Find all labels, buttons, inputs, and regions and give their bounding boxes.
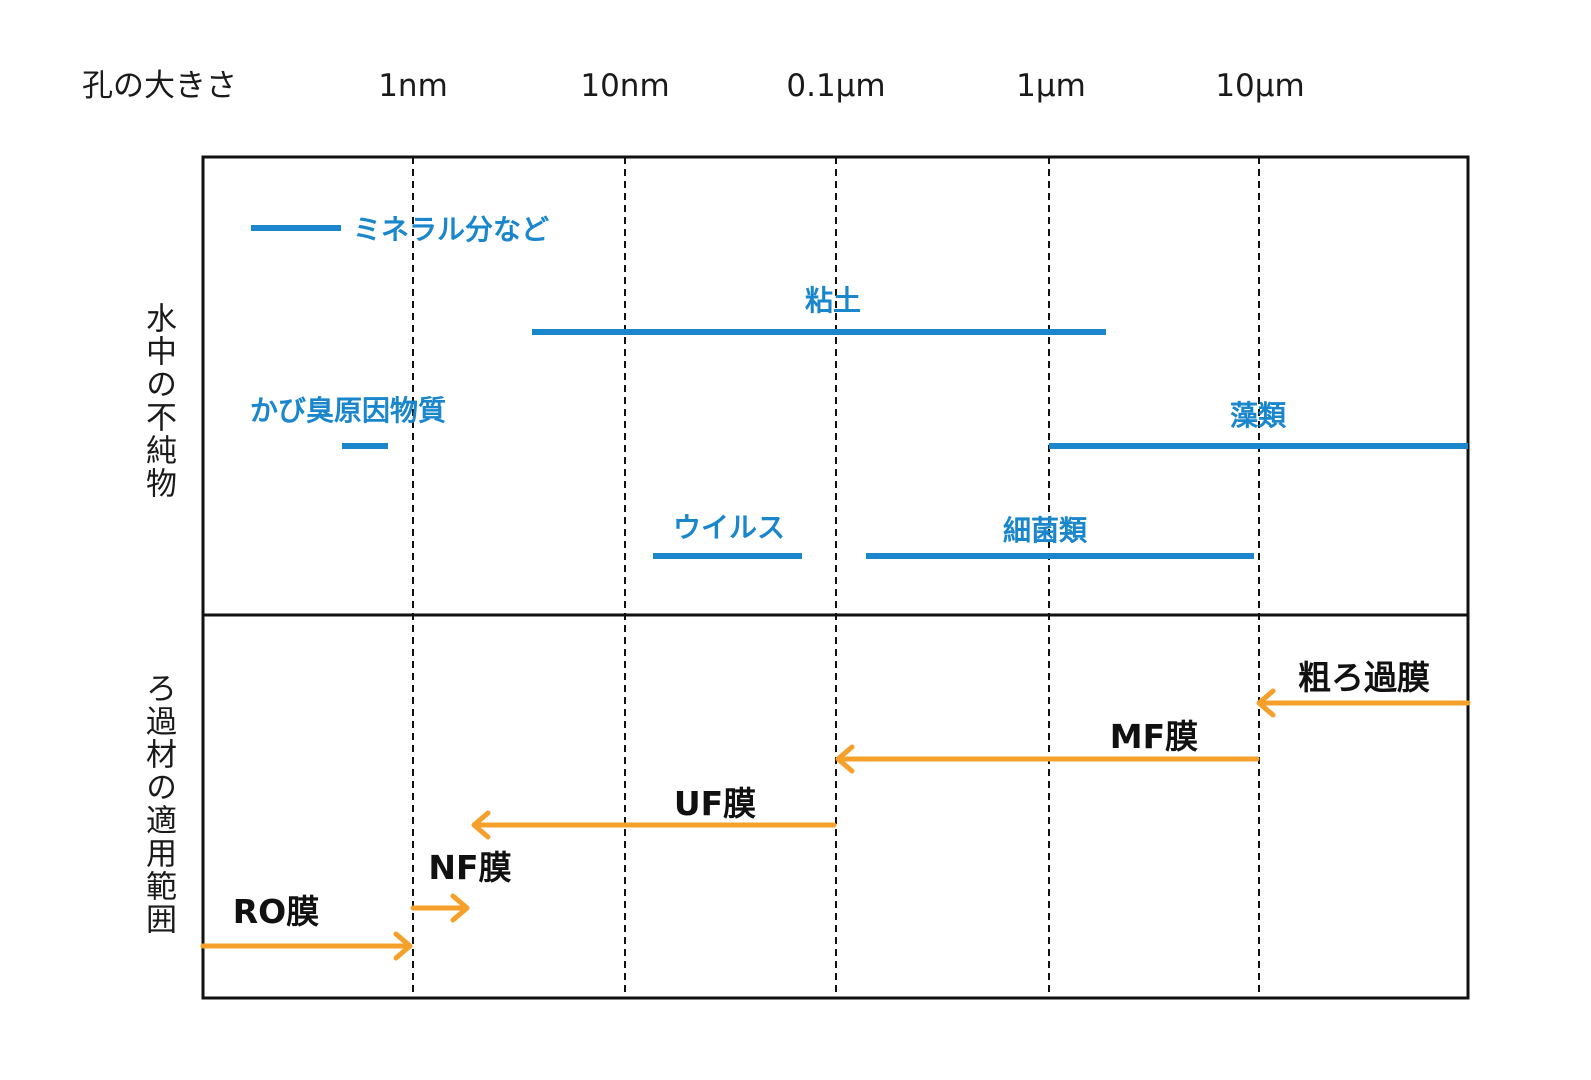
- tick-label: 10μm: [1215, 68, 1304, 104]
- impurity-label-clay: 粘土: [805, 284, 861, 317]
- impurity-label-virus: ウイルス: [673, 511, 785, 544]
- arrow-nf-head: [450, 893, 470, 923]
- filter-arrows: [200, 688, 1471, 961]
- impurity-label-minerals: ミネラル分など: [353, 213, 549, 246]
- arrow-coarse-head: [1256, 688, 1276, 718]
- gridlines: [412, 157, 1260, 998]
- tick-label: 10nm: [580, 68, 669, 104]
- filter-label-mf: MF膜: [1110, 717, 1198, 756]
- filter-label-nf: NF膜: [428, 848, 511, 887]
- impurity-ranges: [251, 225, 1468, 559]
- impurities-section-label: 水中の不純物: [140, 302, 177, 500]
- impurity-label-bacteria: 細菌類: [1003, 514, 1088, 547]
- filter-label-ro: RO膜: [233, 892, 319, 931]
- arrow-uf-head: [471, 810, 491, 840]
- arrow-ro-head: [393, 931, 413, 961]
- tick-label: 1nm: [378, 68, 448, 104]
- pore-size-ticks: 1nm 10nm 0.1μm 1μm 10μm: [378, 68, 1304, 104]
- filter-label-coarse: 粗ろ過膜: [1298, 658, 1430, 697]
- filter-label-uf: UF膜: [674, 784, 756, 823]
- tick-label: 0.1μm: [786, 68, 885, 104]
- pore-size-label: 孔の大きさ: [82, 68, 237, 104]
- impurity-label-musty-odor: かび臭原因物質: [250, 394, 446, 427]
- arrow-mf-head: [835, 744, 855, 774]
- tick-label: 1μm: [1016, 68, 1086, 104]
- impurity-label-algae: 藻類: [1230, 399, 1287, 432]
- filter-section-label: ろ過材の適用範囲: [140, 672, 177, 936]
